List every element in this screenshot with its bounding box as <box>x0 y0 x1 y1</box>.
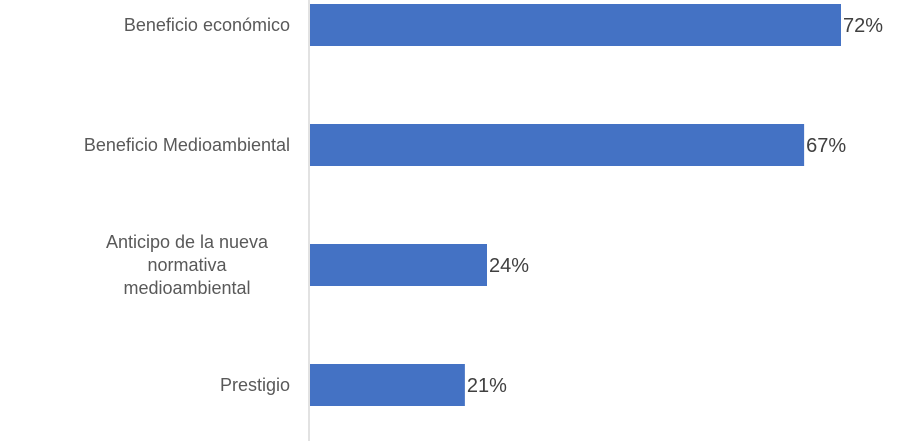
category-label-0: Beneficio económico <box>124 15 290 35</box>
category-label-line: Prestigio <box>220 375 290 395</box>
category-label-line: Anticipo de la nueva <box>106 232 269 252</box>
bar-2 <box>310 244 487 286</box>
category-label-line: medioambiental <box>123 278 250 298</box>
bars-group <box>310 4 841 406</box>
value-label-0: 72% <box>843 15 883 37</box>
category-labels-group: Beneficio económico Beneficio Medioambien… <box>84 15 290 395</box>
category-label-2: Anticipo de la nueva normativa medioambien… <box>106 232 269 298</box>
value-labels-group: 72% 67% 24% 21% <box>467 15 883 397</box>
category-label-line: normativa <box>147 255 227 275</box>
category-label-line: Beneficio económico <box>124 15 290 35</box>
value-label-2: 24% <box>489 255 529 277</box>
bar-3 <box>310 364 465 406</box>
category-label-3: Prestigio <box>220 375 290 395</box>
category-label-1: Beneficio Medioambiental <box>84 135 290 155</box>
value-label-3: 21% <box>467 375 507 397</box>
bar-0 <box>310 4 841 46</box>
value-label-1: 67% <box>806 135 846 157</box>
bar-1 <box>310 124 805 166</box>
category-label-line: Beneficio Medioambiental <box>84 135 290 155</box>
